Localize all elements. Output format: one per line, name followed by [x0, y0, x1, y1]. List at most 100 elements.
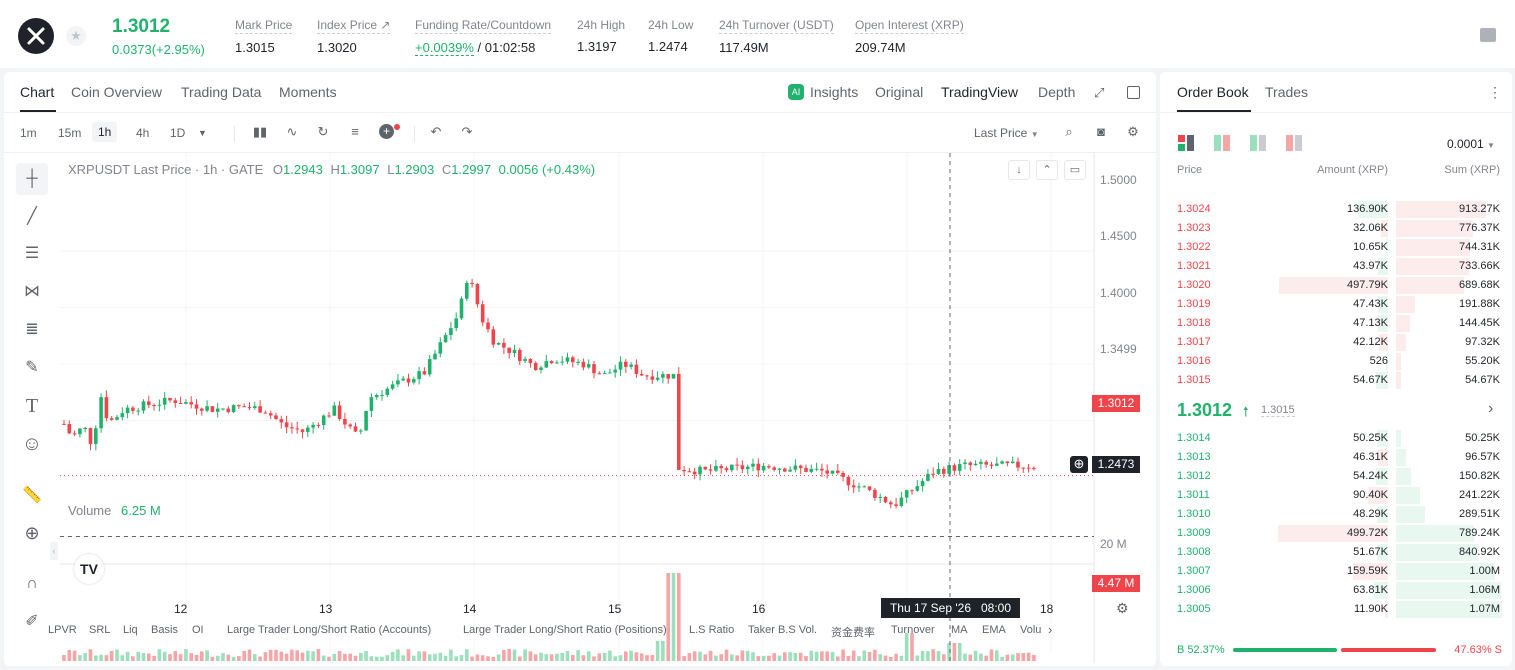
interval-1m[interactable]: 1m — [20, 126, 37, 140]
view-original[interactable]: Original — [875, 84, 924, 100]
tab-coin-overview[interactable]: Coin Overview — [71, 84, 163, 100]
indicator-srl[interactable]: SRL — [89, 624, 111, 636]
bid-row[interactable]: 1.3014 50.25K 50.25K — [1160, 429, 1512, 448]
stat-24h-turnover[interactable]: 24h Turnover (USDT) 117.49M — [719, 18, 834, 55]
indicator-large-trader-positions[interactable]: Large Trader Long/Short Ratio (Positions… — [463, 624, 667, 636]
tab-chart[interactable]: Chart — [20, 84, 55, 100]
book-icon[interactable] — [1480, 28, 1496, 42]
indicator-volume[interactable]: Volu — [1020, 624, 1042, 636]
indicators-icon[interactable]: ∿ — [286, 124, 298, 139]
ask-row[interactable]: 1.3016 526 55.20K — [1160, 352, 1512, 371]
bid-row[interactable]: 1.3011 90.40K 241.22K — [1160, 486, 1512, 505]
stat-funding-rate[interactable]: Funding Rate/Countdown +0.0039% / 01:02:… — [415, 18, 552, 56]
ask-row[interactable]: 1.3017 42.12K 97.32K — [1160, 333, 1512, 352]
fib-tool-icon[interactable]: ≣ — [25, 321, 39, 338]
view-tradingview[interactable]: TradingView — [941, 84, 1019, 100]
trend-line-tool-icon[interactable]: ╱ — [27, 208, 37, 225]
more-options-icon[interactable]: ⋮ — [1488, 84, 1502, 100]
view-bids-icon[interactable] — [1250, 135, 1266, 151]
indicator-oi[interactable]: OI — [192, 624, 204, 636]
camera-icon[interactable]: ◙ — [1097, 124, 1105, 139]
crosshair-tool-icon[interactable]: ┼ — [16, 163, 48, 195]
bid-row[interactable]: 1.3007 159.59K 1.00M — [1160, 562, 1512, 581]
view-insights[interactable]: Insights — [810, 84, 859, 100]
candle-type-icon[interactable]: ▮▮ — [252, 124, 268, 139]
indicator-ls-ratio[interactable]: L.S Ratio — [689, 624, 735, 636]
view-depth[interactable]: Depth — [1038, 84, 1076, 100]
text-tool-icon[interactable]: T — [25, 395, 39, 417]
price-change: 0.0373(+2.95%) — [112, 42, 205, 57]
price-label: 1.4000 — [1100, 286, 1137, 300]
chevron-right-icon[interactable]: › — [1048, 622, 1053, 637]
refresh-icon[interactable]: ↻ — [317, 124, 329, 139]
bid-row[interactable]: 1.3006 63.81K 1.06M — [1160, 581, 1512, 600]
chevron-right-icon[interactable]: › — [1488, 400, 1494, 417]
indicator-taker-bs-vol[interactable]: Taker B.S Vol. — [748, 624, 818, 636]
magnet-icon[interactable]: ∩ — [26, 575, 38, 592]
expand-icon[interactable]: ⤢ — [1094, 85, 1105, 100]
ask-row[interactable]: 1.3024 136.90K 913.27K — [1160, 200, 1512, 219]
indicator-turnover[interactable]: Turnover — [891, 624, 935, 636]
bid-row[interactable]: 1.3005 11.90K 1.07M — [1160, 600, 1512, 619]
add-icon[interactable]: + — [379, 124, 394, 139]
ask-row[interactable]: 1.3020 497.79K 689.68K — [1160, 276, 1512, 295]
pencil-icon[interactable]: ✐ — [25, 613, 39, 630]
scroll-down-icon[interactable]: ↓ — [1008, 160, 1030, 180]
favorite-star-icon[interactable]: ★ — [66, 26, 86, 46]
indicator-funding-rate[interactable]: 资金费率 — [831, 627, 875, 639]
view-asks-icon[interactable] — [1286, 135, 1302, 151]
indicator-large-trader-accounts[interactable]: Large Trader Long/Short Ratio (Accounts) — [227, 624, 432, 636]
indicator-lpvr[interactable]: LPVR — [48, 624, 77, 636]
interval-1h[interactable]: 1h — [92, 122, 118, 142]
tab-moments[interactable]: Moments — [279, 84, 337, 100]
search-icon[interactable]: ⌕ — [1065, 124, 1073, 139]
bid-row[interactable]: 1.3012 54.24K 150.82K — [1160, 467, 1512, 486]
redo-icon[interactable]: ↷ — [461, 124, 473, 139]
view-both-icon[interactable] — [1178, 135, 1194, 151]
ask-row[interactable]: 1.3022 10.65K 744.31K — [1160, 238, 1512, 257]
gear-icon[interactable]: ⚙ — [1127, 124, 1139, 139]
brush-tool-icon[interactable]: ✎ — [25, 359, 39, 376]
collapse-icon[interactable]: ⌃ — [1036, 160, 1058, 180]
bid-row[interactable]: 1.3010 48.29K 289.51K — [1160, 505, 1512, 524]
bid-row[interactable]: 1.3009 499.72K 789.24K — [1160, 524, 1512, 543]
price-type-select[interactable]: Last Price ▼ — [974, 126, 1039, 140]
tab-trades[interactable]: Trades — [1265, 84, 1309, 100]
add-alert-icon[interactable]: ⊕ — [1070, 456, 1088, 473]
window-icon[interactable] — [1127, 86, 1140, 99]
bid-row[interactable]: 1.3013 46.31K 96.57K — [1160, 448, 1512, 467]
ask-row[interactable]: 1.3021 43.97K 733.66K — [1160, 257, 1512, 276]
template-icon[interactable]: ≡ — [351, 124, 359, 139]
undo-icon[interactable]: ↶ — [430, 124, 442, 139]
ask-row[interactable]: 1.3015 54.67K 54.67K — [1160, 371, 1512, 390]
view-alt-icon[interactable] — [1214, 135, 1230, 151]
ask-row[interactable]: 1.3023 32.06K 776.37K — [1160, 219, 1512, 238]
tab-order-book[interactable]: Order Book — [1177, 84, 1249, 100]
horizontal-lines-tool-icon[interactable]: ☰ — [24, 245, 40, 262]
indicator-ema[interactable]: EMA — [982, 624, 1006, 636]
collapse-toolbar-icon[interactable]: ‹ — [50, 542, 58, 560]
indicator-ma[interactable]: MA — [951, 624, 968, 636]
maximize-icon[interactable]: ▭ — [1064, 160, 1086, 180]
zoom-in-icon[interactable]: ⊕ — [24, 523, 40, 543]
ask-row[interactable]: 1.3018 47.13K 144.45K — [1160, 314, 1512, 333]
tab-trading-data[interactable]: Trading Data — [181, 84, 262, 100]
ask-row[interactable]: 1.3019 47.43K 191.88K — [1160, 295, 1512, 314]
precision-select[interactable]: 0.0001 ▼ — [1447, 137, 1495, 151]
stat-index-price[interactable]: Index Price ↗ 1.3020 — [317, 18, 391, 55]
ruler-tool-icon[interactable]: 📏 — [22, 487, 42, 504]
indicator-liq[interactable]: Liq — [123, 624, 138, 636]
stat-open-interest[interactable]: Open Interest (XRP) 209.74M — [855, 18, 964, 55]
interval-1d[interactable]: 1D — [170, 126, 186, 140]
bid-row[interactable]: 1.3008 51.67K 840.92K — [1160, 543, 1512, 562]
interval-4h[interactable]: 4h — [136, 126, 150, 140]
settings-gear-icon[interactable]: ⚙ — [1116, 600, 1129, 616]
candle-body — [1005, 461, 1010, 464]
emoji-tool-icon[interactable]: ☺ — [21, 433, 43, 455]
pattern-tool-icon[interactable]: ⋈ — [24, 283, 40, 300]
interval-15m[interactable]: 15m — [58, 126, 82, 140]
stat-mark-price[interactable]: Mark Price 1.3015 — [235, 18, 293, 55]
chevron-down-icon[interactable]: ▼ — [198, 128, 207, 138]
indicator-basis[interactable]: Basis — [151, 624, 178, 636]
candlestick-chart[interactable] — [60, 153, 1156, 663]
